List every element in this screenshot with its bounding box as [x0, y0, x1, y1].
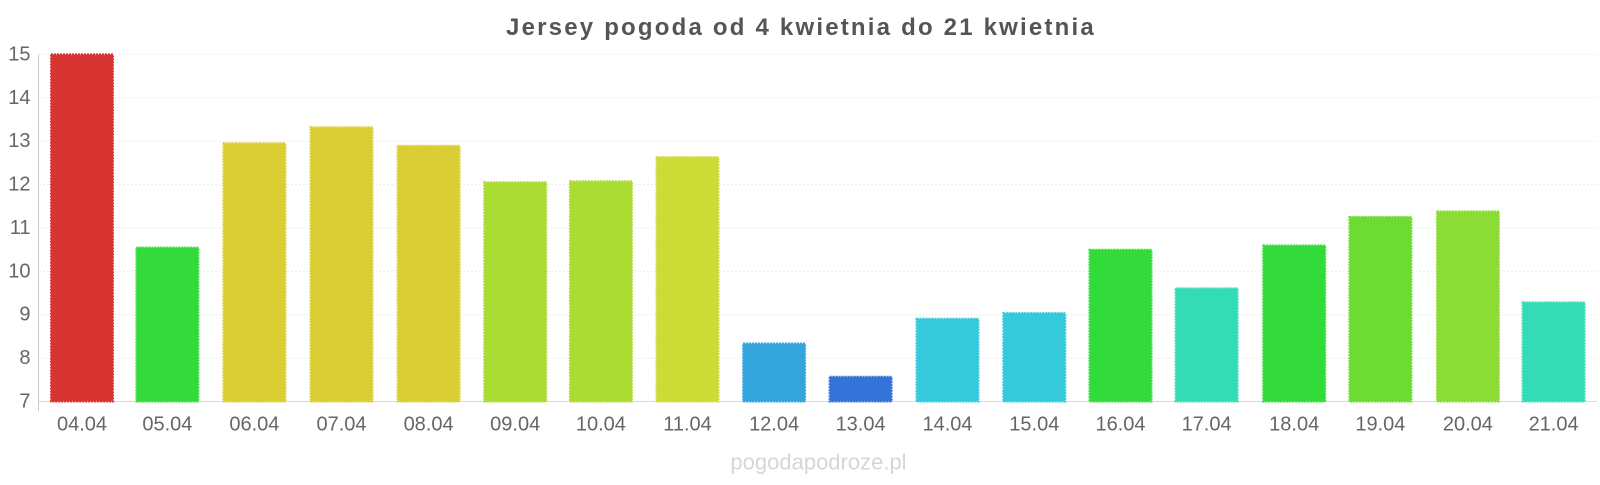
svg-text:15.04: 15.04 — [1009, 414, 1059, 436]
svg-text:pogodapodroze.pl: pogodapodroze.pl — [730, 449, 906, 474]
svg-text:15: 15 — [8, 43, 30, 65]
svg-text:21.04: 21.04 — [1529, 414, 1579, 436]
svg-text:18.04: 18.04 — [1269, 414, 1319, 436]
svg-text:9: 9 — [19, 304, 30, 326]
svg-text:12: 12 — [8, 174, 30, 196]
svg-text:07.04: 07.04 — [316, 414, 366, 436]
svg-text:19.04: 19.04 — [1355, 414, 1405, 436]
svg-text:12.04: 12.04 — [749, 414, 799, 436]
svg-text:11.04: 11.04 — [663, 414, 712, 436]
svg-text:20.04: 20.04 — [1443, 414, 1493, 436]
svg-text:04.04: 04.04 — [57, 414, 107, 436]
svg-text:09.04: 09.04 — [490, 414, 540, 436]
svg-text:06.04: 06.04 — [229, 414, 279, 436]
svg-text:05.04: 05.04 — [142, 414, 192, 436]
svg-text:08.04: 08.04 — [404, 414, 454, 436]
svg-text:13.04: 13.04 — [836, 414, 886, 436]
svg-text:Jersey pogoda od 4 kwietnia do: Jersey pogoda od 4 kwietnia do 21 kwietn… — [506, 14, 1096, 41]
svg-text:10.04: 10.04 — [576, 414, 626, 436]
svg-text:14.04: 14.04 — [922, 414, 972, 436]
svg-text:16.04: 16.04 — [1095, 414, 1145, 436]
svg-text:7: 7 — [19, 391, 30, 413]
svg-text:11: 11 — [10, 217, 31, 239]
svg-text:8: 8 — [19, 347, 30, 369]
svg-text:14: 14 — [8, 87, 30, 109]
svg-text:13: 13 — [8, 130, 30, 152]
svg-text:10: 10 — [8, 260, 30, 282]
svg-text:17.04: 17.04 — [1182, 414, 1232, 436]
